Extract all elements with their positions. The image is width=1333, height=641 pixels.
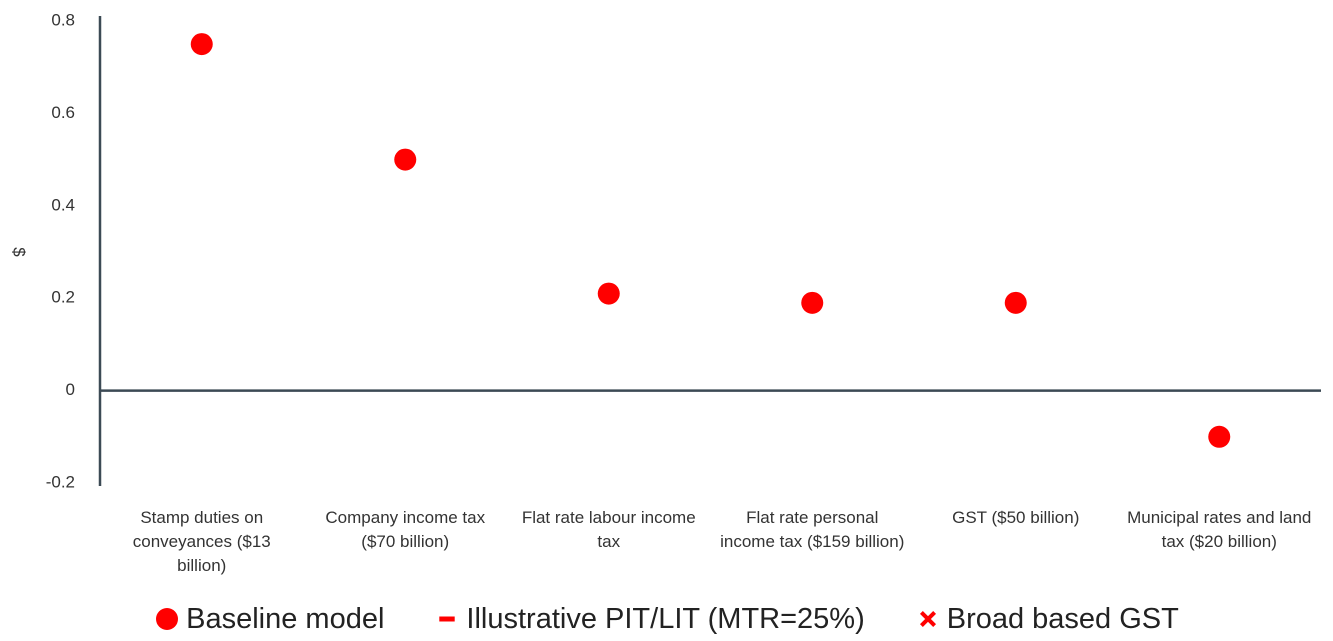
y-tick-label: 0.2 <box>51 288 75 307</box>
point <box>919 610 936 628</box>
legend-item: Broad based GST <box>915 603 1179 636</box>
chart: $ 0.8 0.6 0.4 0.2 0 -0.2 <box>10 10 1321 491</box>
y-tick-label: 0.4 <box>51 195 75 214</box>
legend-label: Broad based GST <box>946 602 1179 635</box>
y-tick-label: 0.8 <box>51 10 75 29</box>
legend-label: Illustrative PIT/LIT (MTR=25%) <box>466 602 865 635</box>
legend-item: Illustrative PIT/LIT (MTR=25%) <box>434 602 865 636</box>
y-axis-label: $ <box>10 247 29 257</box>
legend: Baseline model Illustrative PIT/LIT (MTR=… <box>0 598 1333 640</box>
point <box>439 616 456 622</box>
legend-label: Baseline model <box>186 602 385 635</box>
point <box>597 282 620 305</box>
point <box>801 291 824 314</box>
y-tick-label: -0.2 <box>46 472 75 491</box>
x-tick-label: Stamp duties on conveyances ($13 billion… <box>132 508 271 575</box>
legend-marker <box>156 608 179 630</box>
x-tick-label: GST ($50 billion) <box>952 508 1080 527</box>
point <box>394 148 417 171</box>
point <box>1208 425 1231 448</box>
y-tick-label: 0 <box>66 380 75 399</box>
point <box>156 608 179 630</box>
x-tick-label: Flat rate personal income tax ($159 bill… <box>720 508 905 551</box>
y-tick-label: 0.6 <box>51 103 75 122</box>
point <box>1004 291 1027 314</box>
x-tick-label: Company income tax ($70 billion) <box>325 508 486 551</box>
x-tick-label: Municipal rates and land tax ($20 billio… <box>1127 508 1312 551</box>
legend-marker <box>439 616 456 622</box>
x-tick-label: Flat rate labour income tax <box>521 508 696 551</box>
legend-marker <box>919 610 936 628</box>
legend-item: Baseline model <box>154 603 384 636</box>
point <box>190 33 213 56</box>
